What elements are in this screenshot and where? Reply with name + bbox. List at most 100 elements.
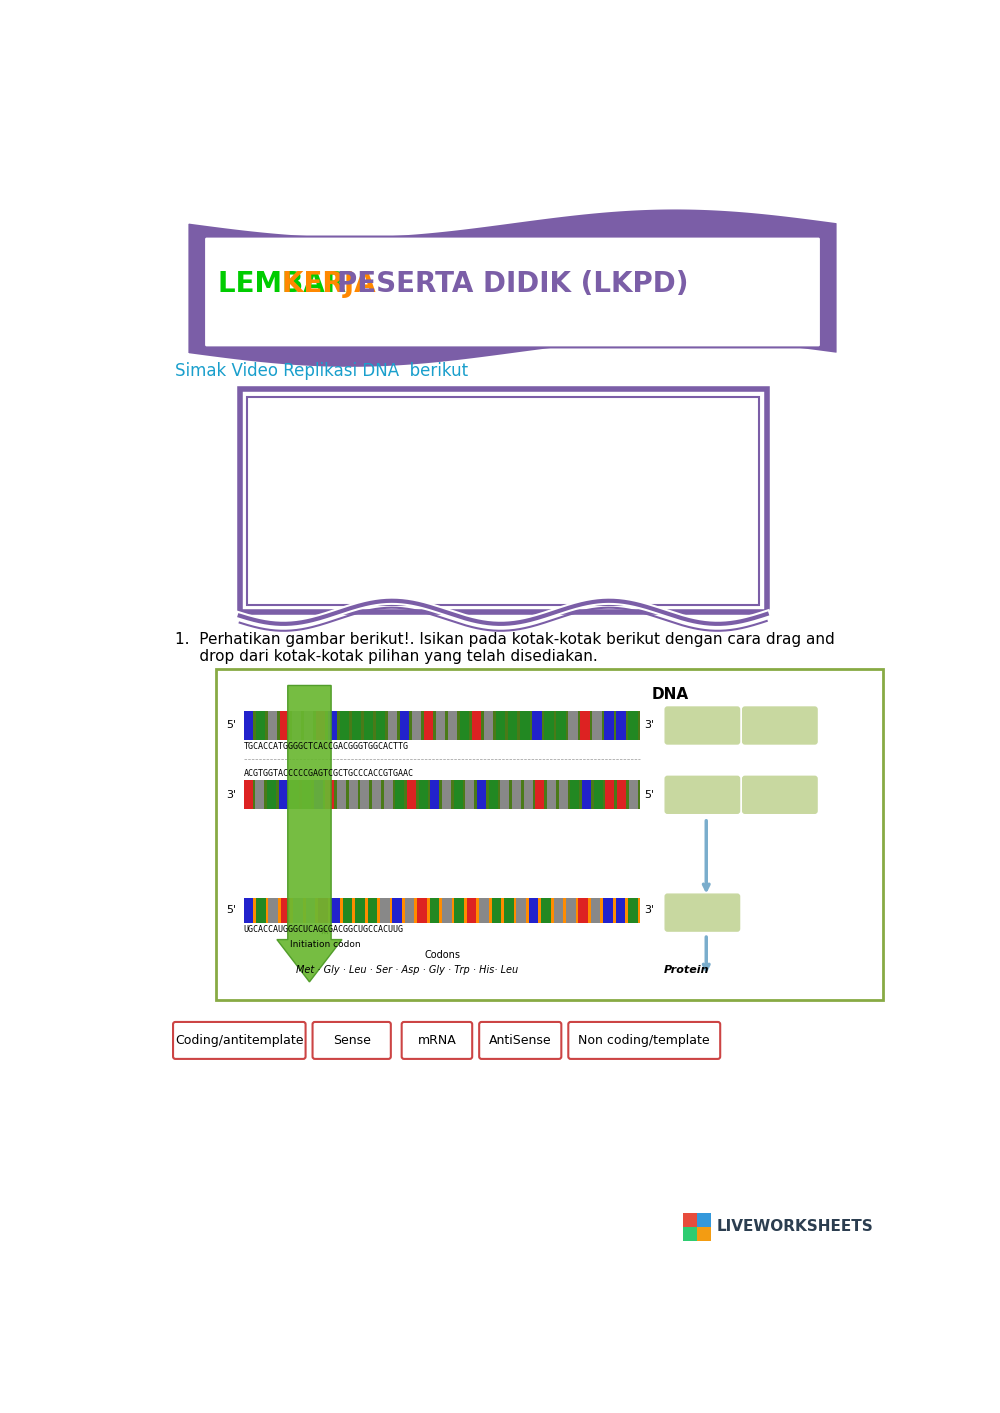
Polygon shape: [277, 685, 342, 982]
Text: Sense: Sense: [333, 1034, 371, 1047]
Bar: [683, 1212, 697, 1226]
Bar: [535, 780, 544, 810]
Bar: [330, 899, 340, 923]
Bar: [477, 780, 486, 810]
FancyBboxPatch shape: [402, 1022, 472, 1058]
Bar: [496, 711, 505, 740]
Bar: [594, 780, 603, 810]
Bar: [380, 899, 390, 923]
Bar: [604, 711, 614, 740]
Bar: [547, 780, 556, 810]
Bar: [267, 780, 276, 810]
Text: PESERTA DIDIK (LKPD): PESERTA DIDIK (LKPD): [337, 270, 688, 298]
Bar: [355, 899, 365, 923]
Bar: [442, 780, 451, 810]
Bar: [430, 780, 439, 810]
Bar: [504, 899, 514, 923]
Bar: [424, 711, 433, 740]
FancyBboxPatch shape: [743, 776, 817, 814]
Bar: [316, 711, 325, 740]
Text: 5': 5': [226, 721, 236, 731]
Text: drop dari kotak-kotak pilihan yang telah disediakan.: drop dari kotak-kotak pilihan yang telah…: [175, 649, 598, 664]
Bar: [256, 899, 266, 923]
Text: 5': 5': [644, 790, 654, 800]
Bar: [279, 780, 288, 810]
Bar: [628, 711, 638, 740]
Bar: [281, 899, 290, 923]
Text: “SINTESIS PROTEIN”: “SINTESIS PROTEIN”: [366, 309, 658, 333]
Bar: [314, 780, 323, 810]
Bar: [442, 899, 452, 923]
Bar: [683, 1226, 697, 1241]
FancyBboxPatch shape: [313, 1022, 391, 1058]
Text: 1.  Perhatikan gambar berikut!. Isikan pada kotak-kotak berikut dengan cara drag: 1. Perhatikan gambar berikut!. Isikan pa…: [175, 632, 835, 647]
Bar: [268, 899, 278, 923]
Bar: [304, 711, 313, 740]
Text: Protein: Protein: [664, 965, 709, 975]
FancyBboxPatch shape: [479, 1022, 561, 1058]
Bar: [529, 899, 538, 923]
Bar: [340, 711, 349, 740]
Bar: [568, 711, 578, 740]
Text: Codons: Codons: [425, 950, 461, 959]
Bar: [580, 711, 590, 740]
Bar: [516, 899, 526, 923]
Bar: [328, 711, 337, 740]
Bar: [419, 780, 428, 810]
Bar: [559, 780, 568, 810]
Bar: [306, 899, 315, 923]
Text: 3': 3': [644, 906, 654, 916]
FancyBboxPatch shape: [568, 1022, 720, 1058]
Bar: [244, 780, 640, 810]
Bar: [566, 899, 576, 923]
Bar: [472, 711, 481, 740]
Text: DNA: DNA: [652, 687, 689, 702]
Bar: [697, 1226, 711, 1241]
Bar: [244, 899, 253, 923]
Text: Simak Video Replikasi DNA  berikut: Simak Video Replikasi DNA berikut: [175, 362, 468, 380]
Bar: [292, 711, 301, 740]
Bar: [384, 780, 393, 810]
Bar: [554, 899, 563, 923]
Polygon shape: [187, 208, 838, 369]
Bar: [520, 711, 530, 740]
Bar: [376, 711, 385, 740]
FancyBboxPatch shape: [173, 1022, 306, 1058]
Text: AntiSense: AntiSense: [489, 1034, 552, 1047]
Bar: [697, 1212, 711, 1226]
Text: TGCACCATGGGGCTCACCGACGGGTGGCACTTG: TGCACCATGGGGCTCACCGACGGGTGGCACTTG: [244, 742, 409, 752]
Bar: [407, 780, 416, 810]
Bar: [352, 711, 361, 740]
Bar: [364, 711, 373, 740]
Bar: [255, 780, 264, 810]
Bar: [349, 780, 358, 810]
Bar: [244, 711, 253, 740]
Bar: [500, 780, 509, 810]
Bar: [605, 780, 614, 810]
Bar: [318, 899, 328, 923]
Bar: [337, 780, 346, 810]
Bar: [293, 899, 303, 923]
Text: Met · Gly · Leu · Ser · Asp · Gly · Trp · His· Leu: Met · Gly · Leu · Ser · Asp · Gly · Trp …: [296, 965, 518, 975]
Bar: [460, 711, 469, 740]
Bar: [465, 780, 474, 810]
Bar: [395, 780, 404, 810]
Bar: [290, 780, 299, 810]
Text: Coding/antitemplate: Coding/antitemplate: [175, 1034, 304, 1047]
Bar: [544, 711, 554, 740]
Bar: [436, 711, 445, 740]
Text: mRNA: mRNA: [418, 1034, 456, 1047]
Bar: [325, 780, 334, 810]
Text: Non coding/template: Non coding/template: [578, 1034, 710, 1047]
Bar: [508, 711, 517, 740]
Bar: [592, 711, 602, 740]
Text: 3': 3': [644, 721, 654, 731]
Text: 3': 3': [226, 790, 236, 800]
Bar: [512, 780, 521, 810]
Bar: [400, 711, 409, 740]
Bar: [628, 899, 638, 923]
Text: LIVEWORKSHEETS: LIVEWORKSHEETS: [717, 1219, 874, 1235]
Bar: [343, 899, 352, 923]
Bar: [372, 780, 381, 810]
Bar: [280, 711, 289, 740]
